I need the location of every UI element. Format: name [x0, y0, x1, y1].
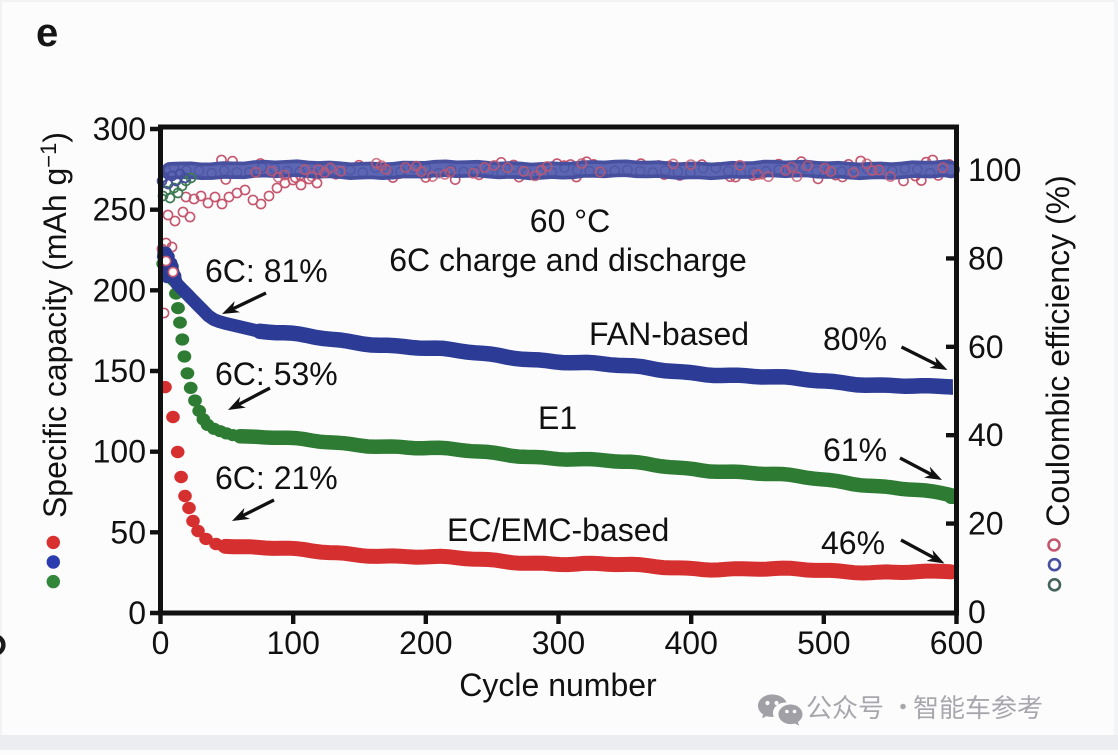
svg-text:500: 500 [797, 625, 850, 661]
svg-text:200: 200 [399, 625, 452, 661]
svg-text:6C: 81%: 6C: 81% [205, 253, 328, 289]
svg-text:60 °C: 60 °C [530, 203, 610, 239]
svg-text:Specific capacity (mAh g−1): Specific capacity (mAh g−1) [36, 132, 73, 518]
svg-text:e: e [36, 11, 58, 55]
svg-text:300: 300 [532, 625, 585, 661]
svg-text:250: 250 [93, 192, 146, 228]
svg-text:0: 0 [968, 594, 986, 630]
svg-text:61%: 61% [823, 432, 887, 468]
svg-text:400: 400 [665, 625, 718, 661]
svg-text:FAN-based: FAN-based [589, 316, 749, 352]
svg-text:60: 60 [968, 329, 1004, 365]
svg-text:150: 150 [93, 353, 146, 389]
svg-text:80%: 80% [823, 321, 887, 357]
svg-text:20: 20 [968, 506, 1004, 542]
svg-text:E1: E1 [538, 400, 577, 436]
svg-text:6C charge and discharge: 6C charge and discharge [389, 242, 747, 278]
svg-text:80: 80 [968, 240, 1004, 276]
svg-text:0: 0 [152, 625, 170, 661]
svg-text:Cycle number: Cycle number [459, 667, 657, 703]
svg-text:600: 600 [930, 625, 983, 661]
svg-text:100: 100 [968, 152, 1021, 188]
svg-text:EC/EMC-based: EC/EMC-based [447, 512, 669, 548]
svg-text:200: 200 [93, 272, 146, 308]
svg-text:6C: 53%: 6C: 53% [215, 356, 338, 392]
svg-text:50: 50 [110, 514, 146, 550]
svg-text:0: 0 [128, 595, 146, 631]
svg-text:Coulombic efficiency (%): Coulombic efficiency (%) [1040, 175, 1076, 527]
svg-text:100: 100 [93, 434, 146, 470]
svg-text:100: 100 [267, 625, 320, 661]
svg-text:46%: 46% [821, 525, 885, 561]
svg-text:6C: 21%: 6C: 21% [215, 460, 338, 496]
svg-text:300: 300 [93, 111, 146, 147]
svg-text:40: 40 [968, 417, 1004, 453]
